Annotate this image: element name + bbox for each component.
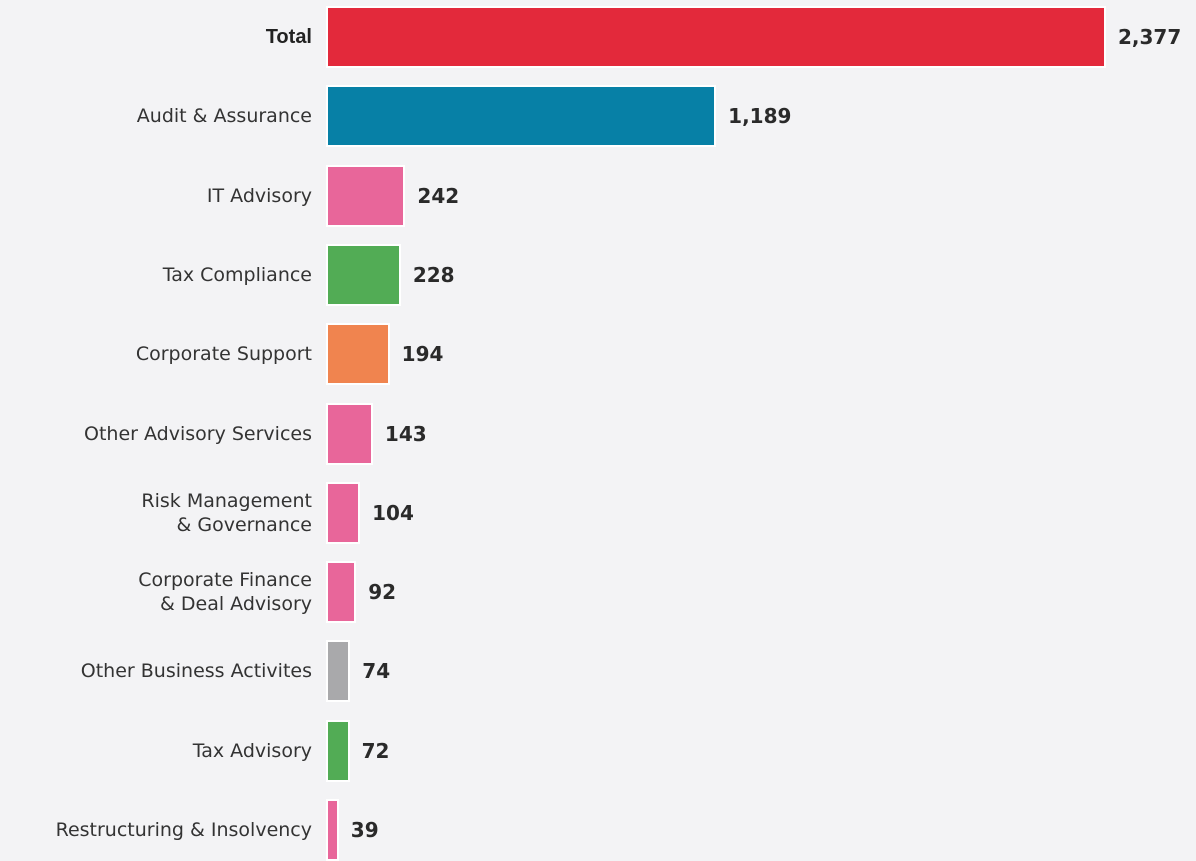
category-label: Restructuring & Insolvency — [55, 819, 312, 841]
value-label: 104 — [372, 500, 414, 525]
category-label: Other Advisory Services — [84, 422, 312, 445]
category-label: Corporate Support — [135, 343, 312, 366]
category-label: Audit & Assurance — [136, 105, 312, 128]
value-label: 72 — [361, 738, 390, 763]
category-label: Corporate Finance & Deal Advisory — [138, 569, 312, 616]
value-label: 143 — [384, 421, 427, 446]
category-label: IT Advisory — [206, 184, 312, 207]
bar — [326, 164, 406, 227]
value-label: 194 — [401, 342, 444, 367]
bar — [326, 323, 390, 386]
bar — [326, 6, 1106, 68]
bar — [326, 640, 351, 703]
value-label: 242 — [417, 183, 460, 208]
bar — [326, 85, 717, 148]
category-label: Risk Management & Governance — [141, 489, 312, 536]
value-label: 92 — [368, 580, 397, 605]
value-label: 2,377 — [1118, 25, 1182, 49]
category-label: Other Business Activites — [80, 660, 312, 683]
bar — [326, 243, 401, 306]
bar — [326, 402, 373, 465]
bar — [326, 719, 350, 782]
category-label: Tax Compliance — [162, 263, 312, 286]
value-label: 74 — [362, 659, 391, 684]
value-label: 1,189 — [728, 104, 792, 129]
category-label: Tax Advisory — [192, 739, 312, 762]
bar — [326, 799, 339, 861]
value-label: 39 — [350, 818, 379, 842]
value-label: 228 — [412, 262, 455, 287]
category-label: Total — [265, 26, 312, 48]
bar — [326, 561, 357, 624]
bar — [326, 481, 361, 544]
